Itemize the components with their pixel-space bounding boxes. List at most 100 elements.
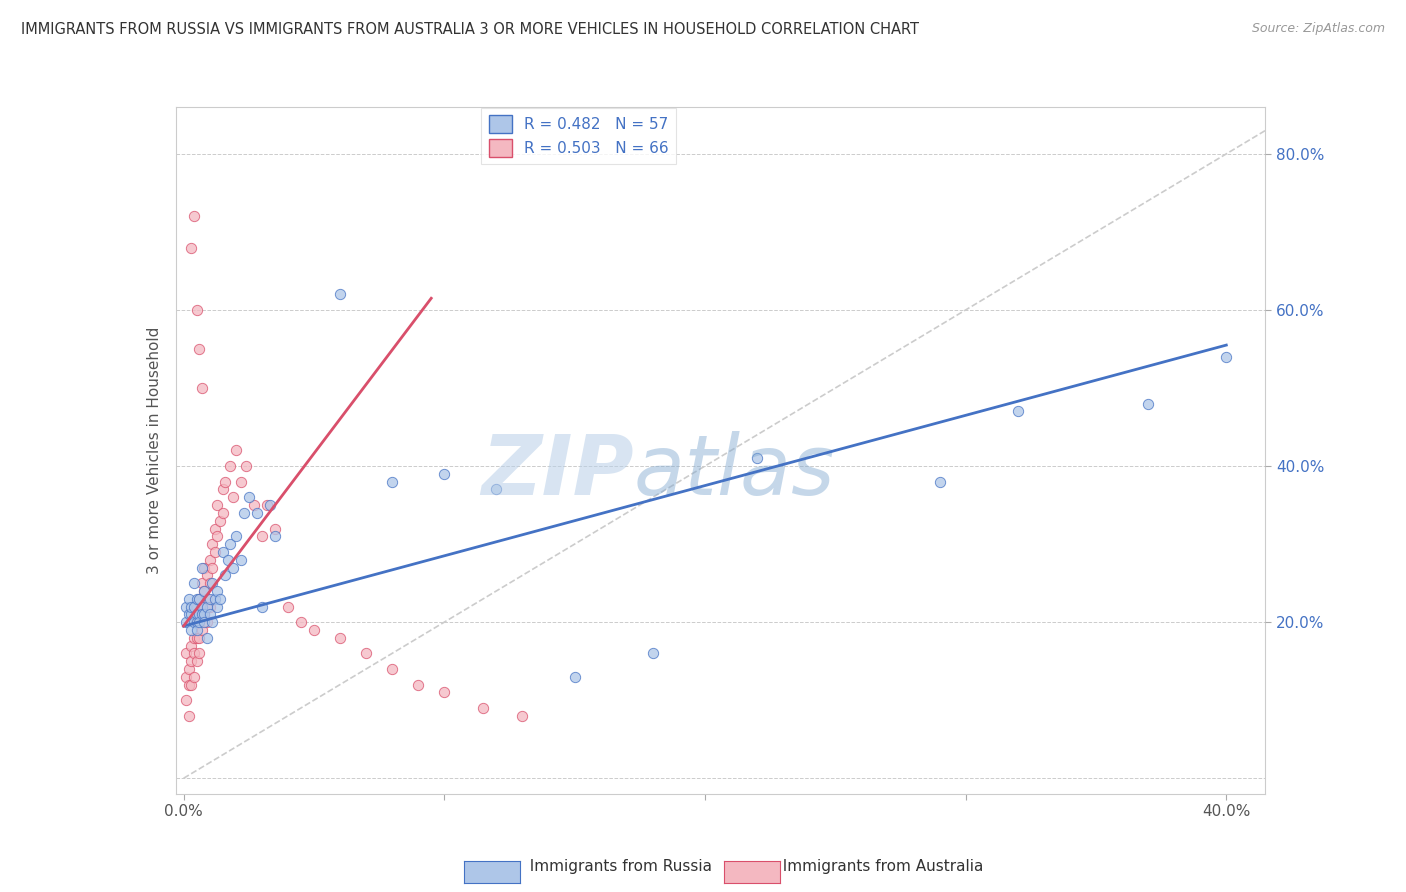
- Point: [381, 475, 404, 489]
- Point: [354, 646, 377, 660]
- Point: [183, 670, 205, 684]
- Text: Immigrants from Australia: Immigrants from Australia: [773, 859, 984, 874]
- Point: [238, 490, 260, 504]
- Point: [433, 685, 456, 699]
- Point: [263, 521, 285, 535]
- Point: [183, 615, 205, 630]
- Point: [180, 240, 202, 254]
- Point: [198, 591, 221, 606]
- Point: [180, 599, 202, 614]
- Point: [201, 560, 224, 574]
- Point: [188, 591, 211, 606]
- Point: [211, 506, 233, 520]
- Point: [177, 607, 200, 622]
- Point: [222, 560, 245, 574]
- Point: [191, 576, 214, 591]
- Point: [186, 615, 208, 630]
- Point: [188, 591, 211, 606]
- Point: [191, 599, 214, 614]
- Point: [263, 529, 285, 543]
- Point: [180, 654, 202, 668]
- Point: [193, 615, 215, 630]
- Point: [193, 583, 215, 598]
- Point: [188, 615, 211, 630]
- Point: [183, 576, 205, 591]
- Point: [183, 209, 205, 223]
- Point: [564, 670, 586, 684]
- Point: [256, 498, 278, 512]
- Point: [243, 498, 266, 512]
- Point: [174, 693, 197, 707]
- Point: [277, 599, 299, 614]
- Point: [209, 514, 232, 528]
- Point: [201, 576, 224, 591]
- Point: [174, 599, 197, 614]
- Point: [186, 302, 208, 317]
- Point: [180, 623, 202, 637]
- Point: [472, 701, 495, 715]
- Point: [232, 506, 254, 520]
- Point: [195, 568, 218, 582]
- Point: [214, 475, 236, 489]
- Text: atlas: atlas: [633, 431, 835, 512]
- Point: [186, 623, 208, 637]
- Text: Immigrants from Russia: Immigrants from Russia: [520, 859, 713, 874]
- Point: [191, 599, 214, 614]
- Point: [188, 342, 211, 356]
- Point: [188, 615, 211, 630]
- Point: [188, 646, 211, 660]
- Point: [191, 560, 214, 574]
- Point: [193, 607, 215, 622]
- Point: [177, 678, 200, 692]
- Point: [191, 607, 214, 622]
- Point: [928, 475, 950, 489]
- Point: [211, 545, 233, 559]
- Point: [177, 708, 200, 723]
- Point: [745, 451, 768, 466]
- Point: [183, 631, 205, 645]
- Point: [406, 678, 429, 692]
- Point: [186, 615, 208, 630]
- Point: [381, 662, 404, 676]
- Point: [433, 467, 456, 481]
- Point: [229, 475, 252, 489]
- Point: [207, 583, 229, 598]
- Point: [207, 599, 229, 614]
- Point: [485, 483, 508, 497]
- Point: [186, 591, 208, 606]
- Point: [1137, 396, 1160, 410]
- Point: [204, 545, 226, 559]
- Point: [211, 483, 233, 497]
- Point: [245, 506, 267, 520]
- Point: [207, 529, 229, 543]
- Point: [183, 599, 205, 614]
- Point: [204, 521, 226, 535]
- Point: [186, 599, 208, 614]
- Point: [229, 552, 252, 567]
- Point: [219, 458, 242, 473]
- Point: [204, 591, 226, 606]
- Point: [201, 615, 224, 630]
- Text: Source: ZipAtlas.com: Source: ZipAtlas.com: [1251, 22, 1385, 36]
- Point: [195, 631, 218, 645]
- Point: [250, 599, 273, 614]
- Point: [209, 591, 232, 606]
- Text: IMMIGRANTS FROM RUSSIA VS IMMIGRANTS FROM AUSTRALIA 3 OR MORE VEHICLES IN HOUSEH: IMMIGRANTS FROM RUSSIA VS IMMIGRANTS FRO…: [21, 22, 920, 37]
- Point: [512, 708, 534, 723]
- Point: [193, 583, 215, 598]
- Point: [329, 631, 352, 645]
- Point: [188, 607, 211, 622]
- Point: [180, 639, 202, 653]
- Point: [177, 662, 200, 676]
- Legend: R = 0.482   N = 57, R = 0.503   N = 66: R = 0.482 N = 57, R = 0.503 N = 66: [481, 108, 676, 164]
- Point: [198, 552, 221, 567]
- Point: [1215, 350, 1237, 364]
- Point: [174, 615, 197, 630]
- Point: [183, 646, 205, 660]
- Point: [235, 458, 257, 473]
- Text: ZIP: ZIP: [481, 431, 633, 512]
- Point: [259, 498, 281, 512]
- Point: [207, 498, 229, 512]
- Point: [195, 615, 218, 630]
- Point: [188, 631, 211, 645]
